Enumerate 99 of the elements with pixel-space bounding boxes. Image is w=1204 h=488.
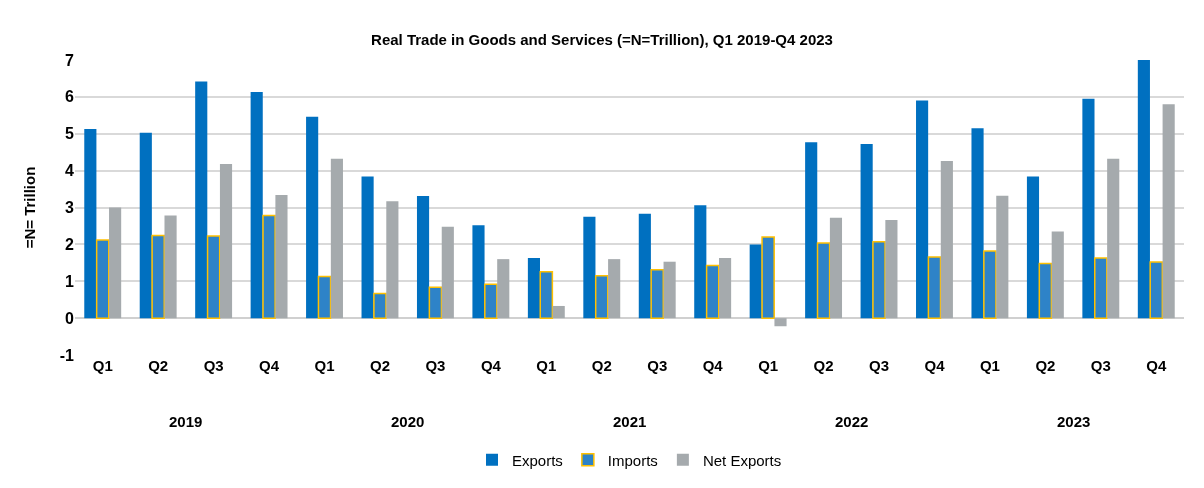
bar <box>330 158 343 319</box>
bar <box>885 220 898 319</box>
bar <box>416 196 430 319</box>
bar <box>1107 158 1120 319</box>
bar <box>940 161 953 319</box>
y-tick-label: 5 <box>65 125 75 143</box>
bar <box>527 258 541 319</box>
bar <box>306 116 319 319</box>
bar <box>1094 257 1108 319</box>
bar <box>774 318 787 327</box>
text: 2019 <box>169 413 203 430</box>
x-tick-label: Q2 <box>1035 357 1056 374</box>
bar <box>484 283 498 319</box>
bar <box>441 226 454 319</box>
legend-label: Imports <box>607 451 658 469</box>
bar <box>1137 60 1150 319</box>
y-tick-label: -1 <box>59 346 75 364</box>
bar <box>1038 262 1053 319</box>
x-tick-label: Q1 <box>536 357 557 374</box>
bar <box>971 128 984 319</box>
bar <box>373 292 387 319</box>
bar <box>718 258 732 319</box>
bar <box>84 128 97 319</box>
x-tick-label: Q2 <box>813 357 834 374</box>
x-tick-label: Q4 <box>924 357 946 374</box>
bar <box>761 236 775 319</box>
bar <box>749 244 762 319</box>
bar <box>638 213 651 319</box>
bar <box>250 92 263 319</box>
y-axis-title: =N= Trillion <box>21 166 38 249</box>
x-tick-label: Q1 <box>92 357 113 374</box>
bar <box>663 261 676 319</box>
bar <box>95 239 110 319</box>
y-tick-label: 3 <box>65 199 75 217</box>
bar <box>195 81 208 319</box>
bar <box>1051 231 1064 319</box>
y-tick-label: 2 <box>65 235 75 253</box>
bar <box>594 274 609 319</box>
x-tick-label: Q1 <box>314 357 335 374</box>
y-tick-label: 1 <box>65 272 75 290</box>
y-tick-label: 6 <box>65 88 75 106</box>
x-tick-label: Q3 <box>869 357 890 374</box>
x-tick-label: Q3 <box>203 357 224 374</box>
text: 2021 <box>613 413 647 430</box>
legend-label: Exports <box>512 451 563 469</box>
x-tick-label: Q3 <box>1090 357 1111 374</box>
legend-label: Net Exports <box>702 451 782 469</box>
bar <box>608 259 621 319</box>
bar <box>996 195 1009 319</box>
bar <box>552 305 565 319</box>
x-tick-label: Q2 <box>369 357 390 374</box>
bar <box>829 217 843 319</box>
bar <box>860 144 873 319</box>
bar <box>1026 176 1040 319</box>
bar <box>219 163 233 319</box>
bar <box>816 242 831 319</box>
chart-title: Real Trade in Goods and Services (=N=Trillion), Q1 2019-Q4 2023 <box>371 30 833 48</box>
bar <box>386 201 399 319</box>
x-tick-label: Q1 <box>979 357 1000 374</box>
bar <box>1149 261 1164 319</box>
bar <box>650 269 665 319</box>
bar <box>805 142 818 319</box>
bar <box>428 286 443 319</box>
bar <box>916 100 929 319</box>
x-tick-label: Q2 <box>148 357 169 374</box>
text: 2022 <box>835 413 869 430</box>
x-tick-label: Q3 <box>647 357 668 374</box>
x-tick-label: Q4 <box>259 357 280 374</box>
x-tick-label: Q4 <box>480 357 502 374</box>
bar <box>1162 104 1175 319</box>
x-tick-label: Q4 <box>1146 357 1167 374</box>
bar <box>275 194 288 319</box>
bar <box>164 215 177 319</box>
bar <box>361 176 374 319</box>
y-tick-label: 0 <box>65 309 75 327</box>
x-tick-label: Q1 <box>758 357 779 374</box>
x-tick-label: Q3 <box>425 357 446 374</box>
bar <box>1082 98 1095 319</box>
x-tick-label: Q4 <box>702 357 724 374</box>
bar <box>983 250 997 319</box>
bar <box>472 225 485 319</box>
y-tick-label: 4 <box>65 162 75 180</box>
bar <box>497 259 510 319</box>
x-tick-label: Q2 <box>591 357 612 374</box>
bar <box>539 270 554 319</box>
bar <box>694 205 707 319</box>
bar <box>109 207 122 319</box>
bar <box>583 216 596 319</box>
bar <box>151 234 165 319</box>
text: 2020 <box>391 413 425 430</box>
bar <box>262 214 276 319</box>
y-tick-label: 7 <box>65 51 75 69</box>
bar <box>927 256 942 319</box>
bar <box>872 241 886 319</box>
text: 2023 <box>1057 413 1091 430</box>
bar <box>317 275 332 319</box>
bar <box>206 235 221 319</box>
bar <box>139 132 152 319</box>
bar <box>705 264 720 319</box>
